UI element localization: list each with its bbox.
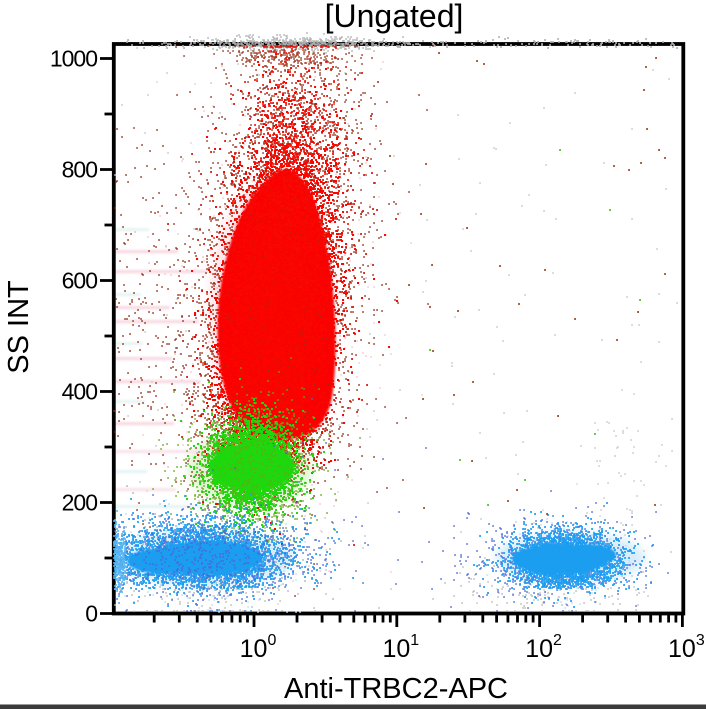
- svg-text:SS INT: SS INT: [3, 280, 35, 374]
- svg-text:1000: 1000: [50, 46, 97, 72]
- svg-text:200: 200: [62, 490, 98, 516]
- svg-text:0: 0: [85, 601, 97, 627]
- svg-text:800: 800: [62, 157, 98, 183]
- svg-text:400: 400: [62, 379, 98, 405]
- svg-text:600: 600: [62, 268, 98, 294]
- svg-text:Anti-TRBC2-APC: Anti-TRBC2-APC: [284, 673, 508, 705]
- svg-text:[Ungated]: [Ungated]: [325, 0, 464, 34]
